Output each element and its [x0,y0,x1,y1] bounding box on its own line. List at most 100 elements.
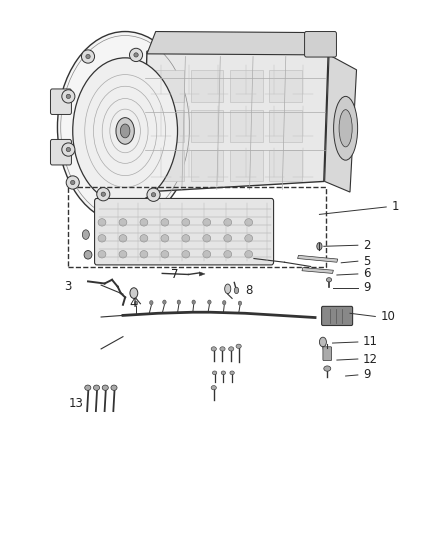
FancyBboxPatch shape [269,70,302,102]
Ellipse shape [220,347,225,351]
Ellipse shape [339,110,352,147]
Ellipse shape [120,124,130,138]
Ellipse shape [147,188,160,201]
Ellipse shape [140,235,148,242]
Ellipse shape [84,251,92,259]
FancyBboxPatch shape [191,70,223,102]
Text: 9: 9 [363,368,371,382]
Ellipse shape [229,347,234,351]
Ellipse shape [203,219,211,226]
Ellipse shape [101,192,106,196]
Text: 12: 12 [363,352,378,366]
FancyBboxPatch shape [151,110,184,142]
Polygon shape [302,268,333,273]
Ellipse shape [208,300,211,304]
Ellipse shape [150,301,153,305]
Ellipse shape [203,235,211,242]
Ellipse shape [66,176,79,189]
Text: 5: 5 [363,255,371,268]
FancyBboxPatch shape [230,150,263,181]
Ellipse shape [224,219,232,226]
Ellipse shape [66,94,71,99]
Text: 10: 10 [381,310,396,323]
FancyBboxPatch shape [269,110,302,142]
Ellipse shape [86,54,90,59]
Ellipse shape [140,219,148,226]
Ellipse shape [224,235,232,242]
Ellipse shape [177,300,180,304]
Ellipse shape [236,344,241,349]
Polygon shape [143,51,328,192]
Ellipse shape [245,235,253,242]
Ellipse shape [73,58,177,204]
FancyBboxPatch shape [95,198,274,265]
Ellipse shape [203,251,211,258]
Text: 13: 13 [68,397,83,410]
Ellipse shape [224,251,232,258]
Ellipse shape [221,371,226,375]
Ellipse shape [211,347,216,351]
FancyBboxPatch shape [321,306,353,326]
Ellipse shape [212,371,217,375]
Ellipse shape [81,50,95,63]
Ellipse shape [93,385,99,390]
FancyBboxPatch shape [151,70,184,102]
Text: 2: 2 [363,239,371,252]
Ellipse shape [111,385,117,390]
Polygon shape [297,255,338,262]
Ellipse shape [238,301,242,305]
Ellipse shape [140,251,148,258]
Ellipse shape [162,300,166,304]
Ellipse shape [134,53,138,57]
Ellipse shape [182,219,190,226]
Ellipse shape [161,235,169,242]
Text: 8: 8 [245,284,253,297]
Ellipse shape [102,385,108,390]
Text: 7: 7 [171,268,178,281]
Ellipse shape [62,143,75,156]
Ellipse shape [116,118,134,144]
Ellipse shape [57,31,193,223]
Ellipse shape [130,49,143,62]
Ellipse shape [98,251,106,258]
Ellipse shape [317,243,322,250]
Ellipse shape [66,148,71,152]
FancyBboxPatch shape [304,31,336,57]
FancyBboxPatch shape [191,150,223,181]
Ellipse shape [334,96,357,160]
FancyBboxPatch shape [230,70,263,102]
Ellipse shape [182,251,190,258]
Ellipse shape [230,371,234,375]
Text: 6: 6 [363,268,371,280]
Ellipse shape [62,90,75,103]
Ellipse shape [82,230,89,239]
FancyBboxPatch shape [191,110,223,142]
Ellipse shape [211,385,216,390]
Ellipse shape [324,366,331,371]
Ellipse shape [119,219,127,226]
Ellipse shape [245,251,253,258]
Text: 3: 3 [64,280,71,293]
Ellipse shape [161,219,169,226]
Ellipse shape [326,278,332,282]
Text: 1: 1 [392,200,399,213]
Ellipse shape [192,300,195,304]
Text: 9: 9 [363,281,371,294]
FancyBboxPatch shape [151,150,184,181]
Ellipse shape [234,287,239,294]
Ellipse shape [98,219,106,226]
Ellipse shape [97,188,110,201]
Ellipse shape [151,192,155,197]
Ellipse shape [319,337,326,347]
Ellipse shape [134,301,138,305]
Ellipse shape [223,301,226,305]
Ellipse shape [98,235,106,242]
Text: 4: 4 [130,297,137,310]
Ellipse shape [119,235,127,242]
Text: 11: 11 [363,335,378,349]
FancyBboxPatch shape [50,89,71,115]
Polygon shape [325,55,357,192]
Ellipse shape [161,251,169,258]
Ellipse shape [85,385,91,390]
Polygon shape [147,31,328,55]
